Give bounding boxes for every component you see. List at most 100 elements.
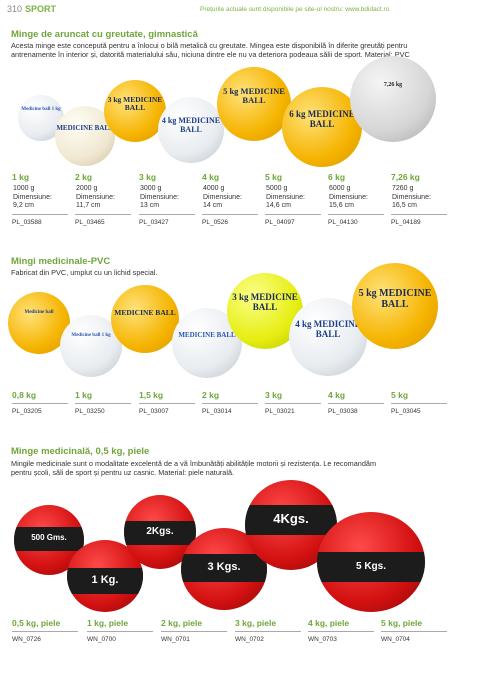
ball-image: 5 kg MEDICINE BALL <box>352 263 438 349</box>
product-dimension: 15,6 cm <box>329 202 354 209</box>
ball-image: 3 kg MEDICINE BALL <box>104 80 166 142</box>
product-weight: 1 kg <box>12 172 30 182</box>
product-weight: 5 kg <box>391 390 409 400</box>
product-weight: 3 kg <box>139 172 157 182</box>
divider <box>75 403 131 404</box>
product-item: 1 kg 1000 g Dimensiune: 9,2 cm PL_03588 <box>12 172 72 226</box>
ball-label: 3 kg MEDICINE BALL <box>107 95 163 113</box>
product-dimension: 14 cm <box>203 202 223 209</box>
product-weight: 4 kg <box>202 172 220 182</box>
product-item: 7,26 kg 7260 g Dimensiune: 16,5 cm PL_04… <box>391 172 451 226</box>
product-item: 3 kg 3000 g Dimensiune: 13 cm PL_03427 <box>139 172 199 226</box>
product-item: 3 kg PL_03021 <box>265 390 325 415</box>
product-dimension-label: Dimensiune: <box>140 193 179 201</box>
product-weight: 3 kg, piele <box>235 618 277 628</box>
ball-band <box>67 568 143 594</box>
product-code: PL_03427 <box>139 218 169 226</box>
product-dimension-label: Dimensiune: <box>266 193 305 201</box>
product-dimension: 14,6 cm <box>266 202 291 209</box>
product-dimension: 16,5 cm <box>392 202 417 209</box>
product-code: PL_04130 <box>328 218 358 226</box>
ball-label: Medicine ball 1 kg <box>71 333 111 338</box>
section1-description: Acesta minge este concepută pentru a înl… <box>11 41 410 59</box>
section3-description: Mingile medicinale sunt o modalitate exc… <box>11 459 377 477</box>
ball-label: 4 kg MEDICINE BALL <box>295 319 361 339</box>
ball-label: Medicine ball <box>24 310 54 315</box>
divider <box>139 213 195 215</box>
ball-label: MEDICINE BALL <box>56 124 114 132</box>
ball-label: 5 kg MEDICINE BALL <box>358 288 432 310</box>
section2-title: Mingi medicinale-PVC <box>11 256 111 267</box>
section-name: SPORT <box>25 4 57 14</box>
divider <box>391 403 447 404</box>
divider <box>265 213 321 215</box>
product-weight: 7,26 kg <box>391 172 420 182</box>
page-number: 310 <box>7 4 23 14</box>
product-weight: 5 kg <box>265 172 283 182</box>
divider <box>328 403 384 404</box>
divider <box>391 213 447 215</box>
product-code: PL_03588 <box>12 218 42 226</box>
product-dimension-label: Dimensiune: <box>392 193 431 201</box>
product-item: 6 kg 6000 g Dimensiune: 15,6 cm PL_04130 <box>328 172 388 226</box>
product-weight: 2 kg, piele <box>161 618 203 628</box>
product-code: PL_04189 <box>391 218 421 226</box>
product-weight: 1 kg, piele <box>87 618 129 628</box>
product-weight: 6 kg <box>328 172 346 182</box>
ball-label: 5 kg MEDICINE BALL <box>223 86 285 106</box>
product-weight: 0,8 kg <box>12 390 37 400</box>
product-grams: 6000 g <box>329 185 351 192</box>
ball-image: 5 kg MEDICINE BALL <box>217 67 291 141</box>
ball-label: 2Kgs. <box>146 526 174 537</box>
ball-image: 7,26 kg <box>350 56 436 142</box>
divider <box>202 213 258 215</box>
ball-label: 3 kg MEDICINE BALL <box>232 292 298 312</box>
divider <box>235 631 301 632</box>
product-item: 2 kg PL_03014 <box>202 390 262 415</box>
product-weight: 0,5 kg, piele <box>12 618 61 628</box>
divider <box>308 631 374 632</box>
product-item: 1 kg PL_03250 <box>75 390 135 415</box>
ball-band <box>14 527 84 551</box>
product-item: 0,5 kg, piele WN_0726 <box>12 618 82 643</box>
product-code: WN_0700 <box>87 636 116 643</box>
product-item: 2 kg, piele WN_0701 <box>161 618 231 643</box>
divider <box>381 631 447 632</box>
ball-label: 4Kgs. <box>273 511 309 526</box>
product-dimension-label: Dimensiune: <box>76 193 115 201</box>
divider <box>75 213 131 215</box>
product-code: PL_03205 <box>12 408 42 415</box>
product-item: 0,8 kg PL_03205 <box>12 390 72 415</box>
product-code: PL_04097 <box>265 218 295 226</box>
product-item: 5 kg 5000 g Dimensiune: 14,6 cm PL_04097 <box>265 172 325 226</box>
section3-title: Minge medicinală, 0,5 kg, piele <box>11 446 150 457</box>
product-dimension: 9,2 cm <box>13 202 35 209</box>
ball-image: Medicine ball 1 kg <box>18 95 64 141</box>
product-item: 4 kg PL_03038 <box>328 390 388 415</box>
ball-label: Medicine ball 1 kg <box>21 107 61 112</box>
divider <box>265 403 321 404</box>
page-header: 310 SPORT <box>7 4 56 14</box>
product-code: PL_03038 <box>328 408 358 415</box>
ball-image: 2Kgs. <box>124 495 196 569</box>
ball-label: 1 Kg. <box>91 574 119 586</box>
ball-label: MEDICINE BALL <box>178 331 236 339</box>
product-dimension-label: Dimensiune: <box>329 193 368 201</box>
ball-label: 4 kg MEDICINE BALL <box>161 116 221 134</box>
ball-image: 6 kg MEDICINE BALL <box>282 87 362 167</box>
product-grams: 2000 g <box>76 185 98 192</box>
product-grams: 7260 g <box>392 185 414 192</box>
product-code: WN_0704 <box>381 636 410 643</box>
ball-band <box>181 554 267 582</box>
divider <box>161 631 227 632</box>
product-item: 1 kg, piele WN_0700 <box>87 618 157 643</box>
product-code: PL_03014 <box>202 408 232 415</box>
ball-band <box>245 505 337 535</box>
product-code: WN_0701 <box>161 636 190 643</box>
product-weight: 1 kg <box>75 390 93 400</box>
product-grams: 1000 g <box>13 185 35 192</box>
product-dimension-label: Dimensiune: <box>203 193 242 201</box>
product-weight: 4 kg, piele <box>308 618 350 628</box>
ball-label: 3 Kgs. <box>207 561 241 573</box>
product-code: PL_0526 <box>202 218 229 226</box>
